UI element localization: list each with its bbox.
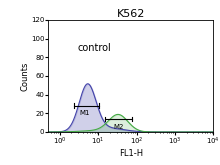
Text: M1: M1 [80, 111, 90, 116]
Title: K562: K562 [117, 9, 145, 19]
X-axis label: FL1-H: FL1-H [119, 149, 143, 158]
Text: control: control [77, 43, 111, 53]
Y-axis label: Counts: Counts [20, 61, 29, 91]
Text: M2: M2 [114, 124, 124, 130]
